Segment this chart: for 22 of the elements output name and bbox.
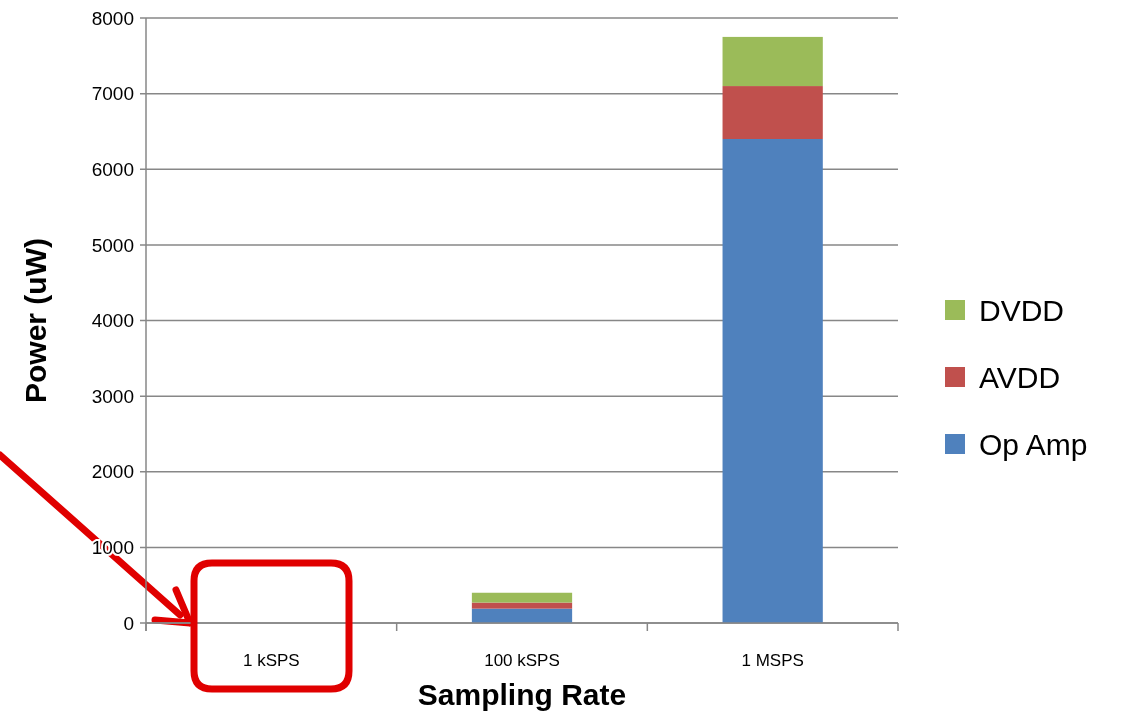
y-tick-label: 7000 <box>91 83 134 105</box>
bar <box>722 36 823 87</box>
legend-label: AVDD <box>979 360 1061 394</box>
legend-label: Op Amp <box>979 427 1088 461</box>
y-tick-label: 0 <box>123 612 134 634</box>
x-tick-label: 1 MSPS <box>741 651 804 670</box>
bar <box>722 86 823 139</box>
y-tick-label: 5000 <box>91 234 134 256</box>
bar <box>471 602 573 609</box>
y-tick-label: 4000 <box>91 310 134 332</box>
y-tick-label: 3000 <box>91 385 134 407</box>
legend-label: DVDD <box>979 293 1065 327</box>
bar <box>471 592 573 603</box>
x-axis-title: Sampling Rate <box>417 678 627 711</box>
bar <box>471 608 573 623</box>
x-tick-label: 100 kSPS <box>484 651 560 670</box>
y-tick-label: 6000 <box>91 158 134 180</box>
y-tick-label: 2000 <box>91 461 134 483</box>
y-axis-title: Power (uW) <box>19 238 52 403</box>
bar <box>722 139 823 623</box>
x-tick-label: 1 kSPS <box>242 651 300 670</box>
y-tick-label: 8000 <box>91 7 134 29</box>
